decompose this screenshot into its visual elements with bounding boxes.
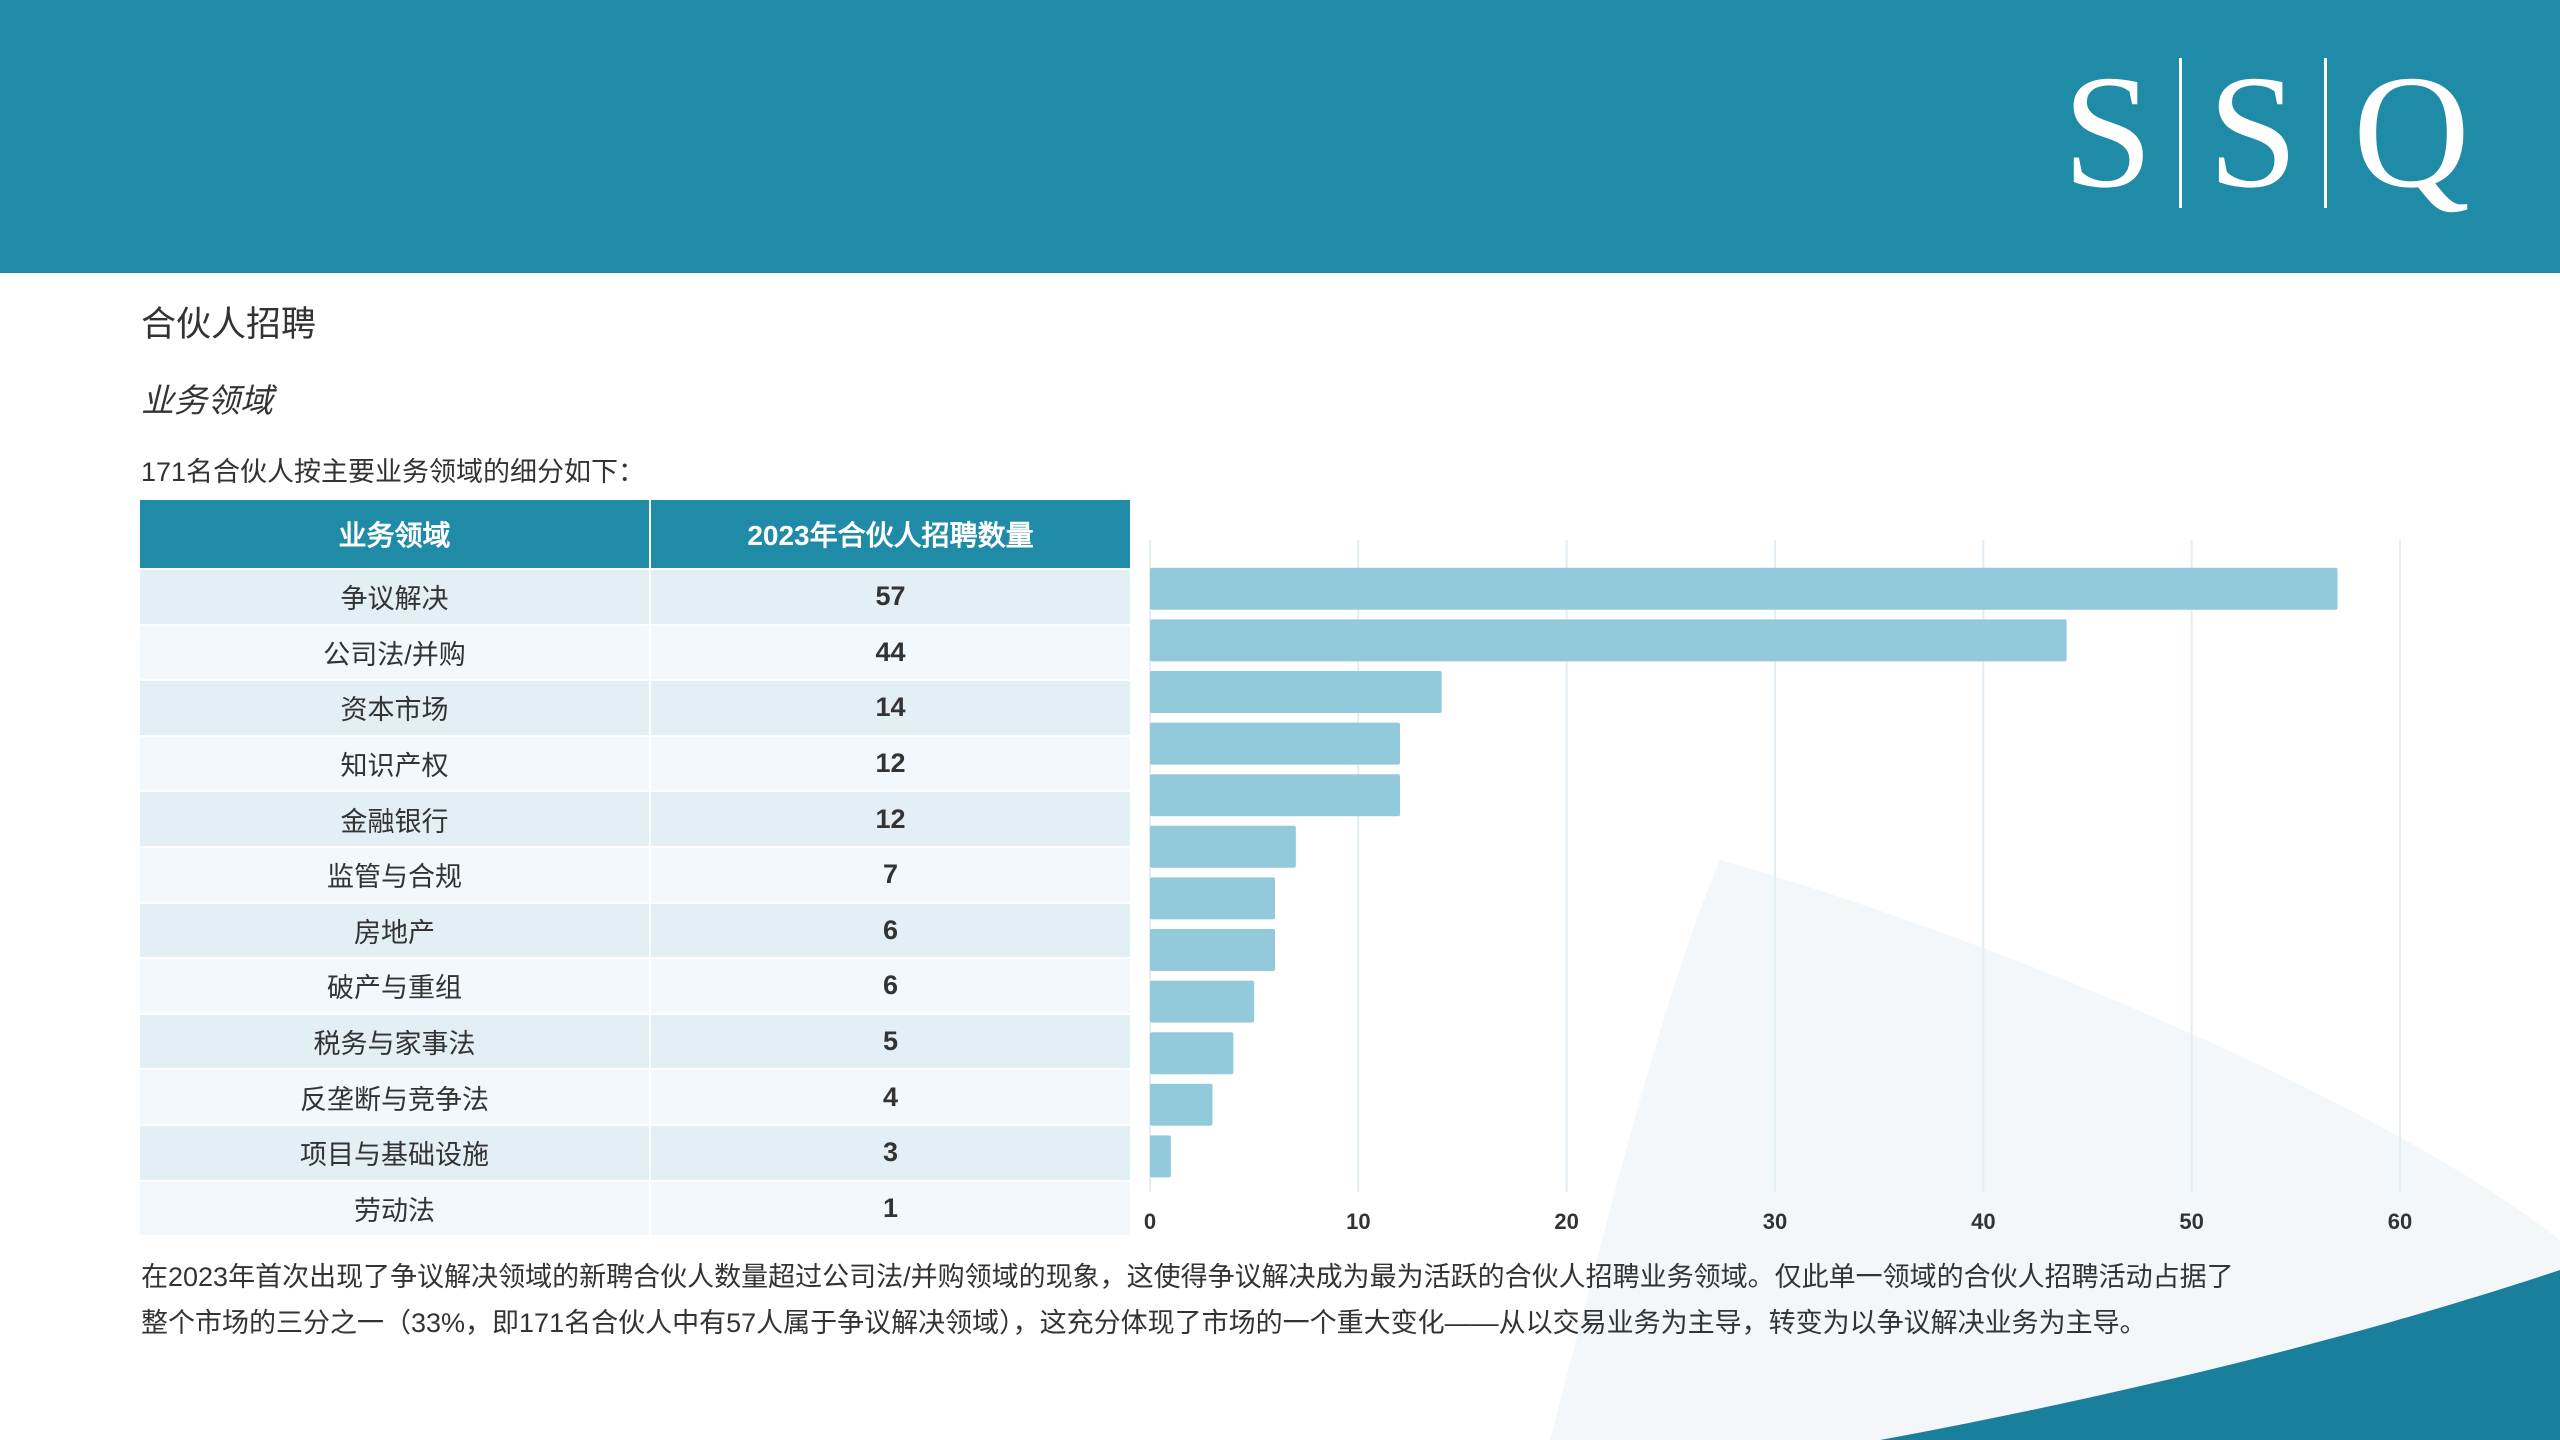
- cell-partner-count: 6: [650, 957, 1130, 1014]
- bar: [1150, 619, 2067, 662]
- cell-practice-area: 金融银行: [140, 790, 651, 847]
- cell-practice-area: 破产与重组: [140, 957, 651, 1014]
- bar: [1150, 929, 1275, 971]
- bar: [1150, 567, 2338, 610]
- x-tick-label: 20: [1554, 1209, 1578, 1230]
- bar: [1150, 1083, 1213, 1126]
- cell-practice-area: 劳动法: [140, 1179, 651, 1236]
- x-tick-label: 60: [2388, 1209, 2412, 1230]
- x-tick-label: 0: [1144, 1209, 1156, 1230]
- cell-partner-count: 3: [650, 1123, 1130, 1181]
- x-tick-label: 10: [1346, 1209, 1370, 1230]
- column-header-count: 2023年合伙人招聘数量: [650, 500, 1130, 569]
- footnote-line: 整个市场的三分之一（33%，即171名合伙人中有57人属于争议解决领域），这充分…: [141, 1308, 2147, 1338]
- table-row: 知识产权 12: [140, 734, 1130, 792]
- logo-letter: Q: [2353, 43, 2470, 222]
- ssq-logo: S S Q: [2063, 48, 2470, 218]
- page-title: 合伙人招聘: [141, 305, 317, 344]
- table-row: 劳动法 1: [140, 1179, 1130, 1236]
- cell-partner-count: 6: [650, 901, 1130, 959]
- cell-practice-area: 争议解决: [140, 568, 651, 625]
- cell-partner-count: 1: [650, 1179, 1130, 1236]
- logo-letter: S: [2062, 43, 2153, 222]
- cell-partner-count: 44: [650, 623, 1130, 681]
- bar: [1150, 1032, 1234, 1075]
- cell-practice-area: 监管与合规: [140, 845, 651, 903]
- cell-practice-area: 项目与基础设施: [140, 1123, 651, 1181]
- cell-partner-count: 5: [650, 1012, 1130, 1070]
- bar: [1150, 722, 1400, 765]
- cell-practice-area: 反垄断与竞争法: [140, 1068, 651, 1125]
- logo-divider: [2178, 58, 2182, 208]
- practice-area-table: 业务领域 2023年合伙人招聘数量 争议解决 57 公司法/并购 44 资本市场 14 知识…: [140, 500, 1130, 1236]
- cell-practice-area: 公司法/并购: [140, 623, 651, 681]
- column-header-area: 业务领域: [140, 500, 651, 569]
- cell-practice-area: 税务与家事法: [140, 1012, 651, 1070]
- x-tick-label: 30: [1763, 1209, 1787, 1230]
- x-tick-label: 40: [1971, 1209, 1995, 1230]
- cell-practice-area: 房地产: [140, 901, 651, 959]
- intro-text: 171名合伙人按主要业务领域的细分如下：: [141, 457, 646, 487]
- table-row: 公司法/并购 44: [140, 623, 1130, 681]
- table-row: 金融银行 12: [140, 790, 1130, 847]
- cell-practice-area: 知识产权: [140, 734, 651, 792]
- cell-practice-area: 资本市场: [140, 679, 651, 736]
- bar: [1150, 877, 1275, 920]
- bar: [1150, 774, 1400, 817]
- table-row: 项目与基础设施 3: [140, 1123, 1130, 1181]
- bar: [1150, 671, 1442, 713]
- cell-partner-count: 14: [650, 679, 1130, 736]
- table-header-row: 业务领域 2023年合伙人招聘数量: [140, 500, 1130, 569]
- cell-partner-count: 7: [650, 845, 1130, 903]
- header-band: [0, 0, 2560, 273]
- cell-partner-count: 4: [650, 1068, 1130, 1125]
- table-row: 资本市场 14: [140, 679, 1130, 736]
- section-subtitle: 业务领域: [141, 382, 273, 419]
- table-row: 反垄断与竞争法 4: [140, 1068, 1130, 1125]
- bar-chart: 0 10 20 30 40 50 60: [1144, 540, 2412, 1230]
- logo-divider: [2324, 58, 2327, 208]
- logo-letter: S: [2207, 43, 2298, 222]
- cell-partner-count: 57: [650, 568, 1130, 625]
- cell-partner-count: 12: [650, 790, 1130, 847]
- bar: [1150, 980, 1255, 1023]
- bar: [1150, 825, 1296, 868]
- table-row: 税务与家事法 5: [140, 1012, 1130, 1070]
- footnote-paragraph: 在2023年首次出现了争议解决领域的新聘合伙人数量超过公司法/并购领域的现象，这…: [141, 1254, 2401, 1346]
- table-row: 破产与重组 6: [140, 957, 1130, 1014]
- bar: [1150, 1135, 1171, 1178]
- cell-partner-count: 12: [650, 734, 1130, 792]
- table-row: 房地产 6: [140, 901, 1130, 959]
- footnote-line: 在2023年首次出现了争议解决领域的新聘合伙人数量超过公司法/并购领域的现象，这…: [141, 1262, 2234, 1292]
- table-row: 争议解决 57: [140, 568, 1130, 625]
- x-tick-label: 50: [2179, 1209, 2203, 1230]
- table-row: 监管与合规 7: [140, 845, 1130, 903]
